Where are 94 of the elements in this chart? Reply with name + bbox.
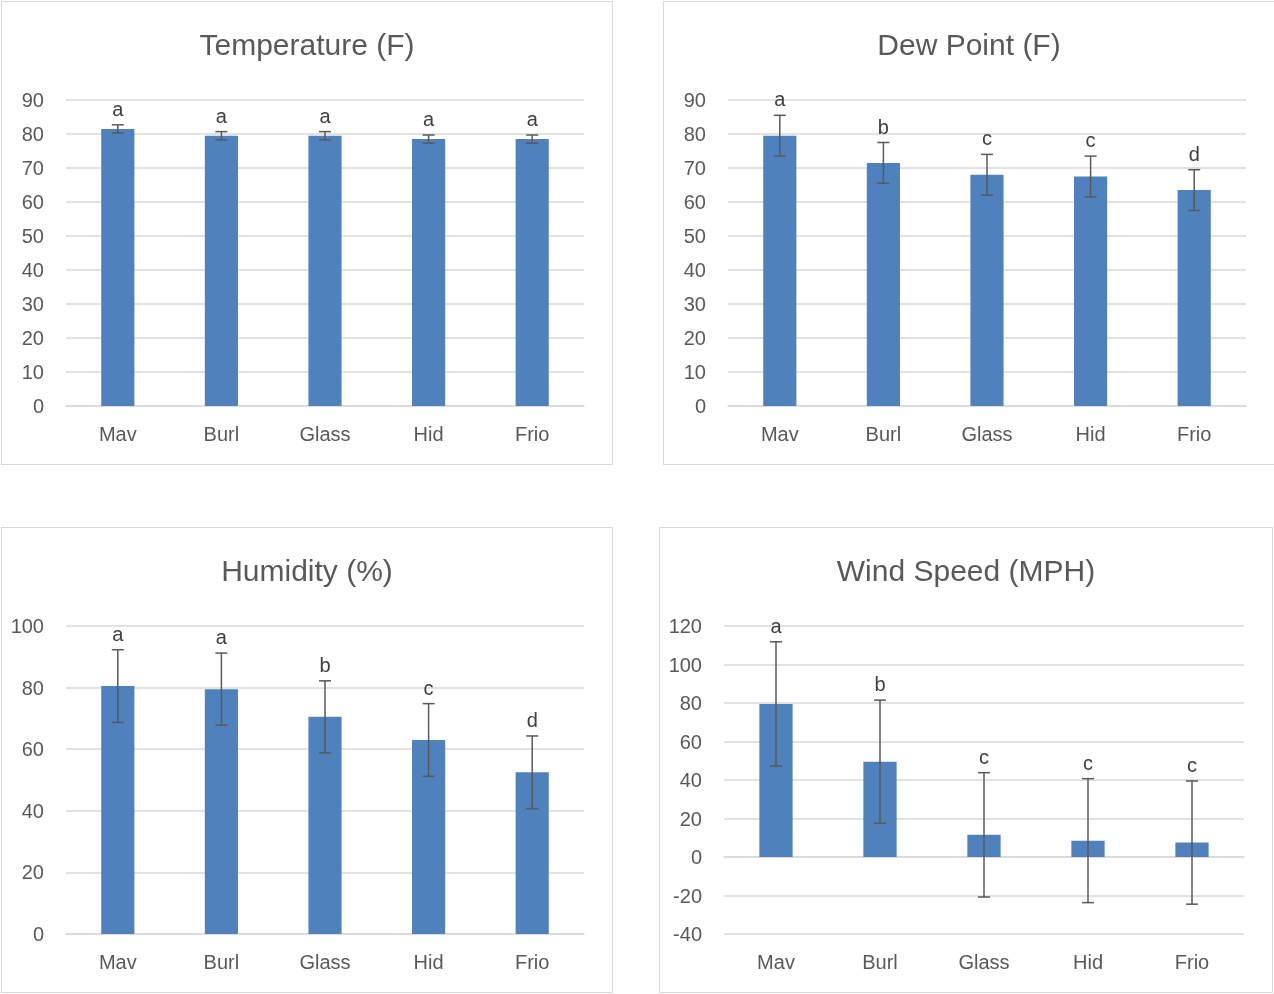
x-tick-label: Frio — [514, 951, 550, 973]
y-tick-label: 0 — [690, 846, 702, 868]
y-tick-label: 80 — [683, 123, 706, 145]
annotation: a — [112, 97, 125, 120]
y-tick-label: 0 — [32, 395, 44, 417]
x-tick-label: Frio — [514, 423, 550, 445]
y-tick-label: -20 — [673, 884, 702, 907]
x-tick-label: Mav — [98, 423, 137, 445]
x-tick-label: Frio — [1174, 951, 1210, 973]
annotation: a — [770, 614, 783, 637]
annotation: a — [215, 104, 228, 127]
bar — [763, 135, 797, 406]
x-tick-label: Hid — [1075, 423, 1106, 445]
annotation: a — [112, 622, 125, 645]
y-tick-label: 0 — [694, 395, 706, 417]
bar — [101, 686, 135, 934]
y-tick-label: 90 — [683, 89, 706, 111]
y-tick-label: 40 — [21, 799, 44, 822]
y-tick-label: 10 — [21, 361, 44, 383]
annotation: a — [215, 626, 228, 649]
x-tick-label: Burl — [203, 951, 240, 973]
annotation: a — [526, 108, 539, 131]
y-tick-label: 60 — [683, 191, 706, 213]
x-tick-label: Glass — [299, 951, 351, 973]
bar — [863, 761, 897, 857]
x-tick-label: Hid — [1072, 951, 1104, 973]
annotation: c — [1187, 753, 1197, 776]
y-tick-label: 60 — [21, 738, 44, 761]
y-tick-label: 70 — [683, 157, 706, 179]
bar — [1074, 176, 1108, 406]
y-tick-label: 0 — [32, 923, 44, 945]
x-tick-label: Mav — [757, 951, 795, 973]
y-tick-label: 100 — [668, 653, 702, 676]
y-tick-label: 30 — [21, 293, 44, 315]
annotation: a — [423, 108, 436, 131]
y-tick-label: 80 — [21, 676, 44, 699]
y-tick-label: 20 — [21, 861, 44, 884]
y-tick-label: 50 — [683, 225, 706, 247]
annotation: b — [877, 115, 889, 138]
y-tick-label: 100 — [10, 615, 44, 637]
chart-title: Temperature (F) — [199, 27, 415, 61]
x-tick-label: Mav — [760, 423, 799, 445]
bar — [970, 174, 1004, 406]
x-tick-label: Burl — [862, 951, 898, 973]
x-tick-label: Burl — [203, 423, 240, 445]
x-tick-label: Hid — [413, 951, 444, 973]
bar — [1175, 842, 1209, 857]
x-tick-label: Glass — [961, 423, 1013, 445]
x-tick-label: Hid — [413, 423, 444, 445]
y-tick-label: 120 — [668, 615, 702, 637]
y-tick-label: 50 — [21, 225, 44, 247]
y-tick-label: 90 — [21, 89, 44, 111]
bar — [412, 739, 446, 934]
annotation: c — [423, 676, 434, 699]
annotation: b — [874, 673, 886, 696]
bar — [866, 162, 900, 406]
chart-title: Dew Point (F) — [877, 27, 1061, 61]
annotation: c — [1083, 751, 1093, 774]
chart-title: Humidity (%) — [221, 553, 393, 587]
bar — [515, 772, 549, 934]
y-tick-label: 60 — [679, 730, 702, 753]
y-tick-label: 40 — [683, 259, 706, 281]
x-tick-label: Burl — [865, 423, 902, 445]
annotation: b — [319, 653, 331, 676]
y-tick-label: 30 — [683, 293, 706, 315]
y-tick-label: 20 — [679, 807, 702, 830]
bar — [204, 689, 238, 934]
x-tick-label: Mav — [98, 951, 137, 973]
bar — [967, 834, 1001, 857]
x-tick-label: Glass — [299, 423, 351, 445]
annotation: c — [979, 745, 989, 768]
y-tick-label: 80 — [679, 692, 702, 714]
bar — [1071, 840, 1105, 857]
y-tick-label: 70 — [21, 157, 44, 179]
annotation: a — [774, 88, 787, 111]
bar — [759, 703, 793, 857]
y-tick-label: 20 — [683, 327, 706, 349]
x-tick-label: Frio — [1176, 423, 1212, 445]
chart-title: Wind Speed (MPH) — [836, 553, 1096, 587]
y-tick-label: 80 — [21, 123, 44, 145]
bar — [1177, 190, 1211, 406]
bar — [308, 716, 342, 934]
y-tick-label: 60 — [21, 191, 44, 213]
y-tick-label: 40 — [21, 259, 44, 281]
y-tick-label: 20 — [21, 327, 44, 349]
y-tick-label: -40 — [673, 923, 702, 945]
annotation: c — [982, 127, 992, 150]
y-tick-label: 10 — [683, 361, 706, 383]
annotation: a — [319, 104, 332, 127]
annotation: d — [526, 708, 538, 731]
annotation: c — [1085, 129, 1096, 152]
annotation: d — [1188, 142, 1200, 165]
y-tick-label: 40 — [679, 769, 702, 791]
x-tick-label: Glass — [958, 951, 1010, 973]
